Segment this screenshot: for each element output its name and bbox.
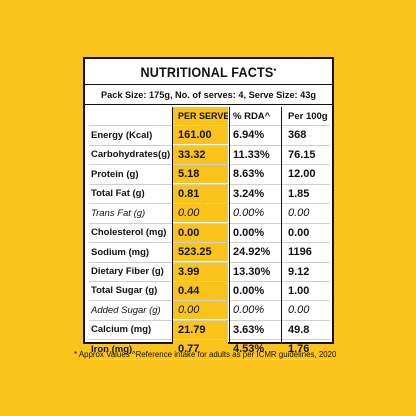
column-divider-3 (281, 107, 282, 342)
header-rda: % RDA^ (233, 110, 271, 122)
table-body: Energy (Kcal) 161.00 6.94% 368 Carbohydrates… (89, 126, 330, 360)
per-serve-value: 0.00 (173, 204, 228, 223)
rda-value: 11.33% (233, 148, 270, 161)
table-row: Calcium (mg) 21.79 3.63% 49.8 (89, 320, 330, 341)
table-row: Added Sugar (g) 0.00 0.00% 0.00 (89, 301, 330, 321)
per-100g-value: 1196 (288, 246, 312, 259)
per-serve-value: 3.99 (173, 262, 228, 281)
per-100g-value: 1.85 (288, 187, 310, 200)
per-serve-value: 0.81 (173, 184, 228, 203)
rda-value: 0.00% (233, 226, 265, 239)
rda-value: 8.63% (233, 168, 265, 181)
per-serve-value: 5.18 (173, 165, 228, 184)
header-per-serve: PER SERVE* (173, 107, 228, 125)
nutrient-label: Protein (g) (91, 168, 139, 180)
rda-value: 0.00% (233, 284, 265, 297)
nutrient-label: Calcium (mg) (91, 324, 152, 336)
rda-value: 6.94% (233, 129, 265, 142)
rda-value: 0.00% (233, 304, 265, 317)
pack-info-divider (85, 104, 332, 105)
column-divider-2 (229, 107, 230, 342)
table-row: Energy (Kcal) 161.00 6.94% 368 (89, 126, 330, 146)
per-100g-value: 49.8 (288, 323, 310, 336)
per-100g-value: 0.00 (288, 226, 310, 239)
per-serve-value: 523.25 (173, 243, 228, 262)
per-100g-value: 0.00 (288, 207, 310, 220)
per-serve-value: 0.77 (173, 340, 228, 359)
table-row: Dietary Fiber (g) 3.99 13.30% 9.12 (89, 262, 330, 282)
per-serve-value: 33.32 (173, 145, 228, 164)
rda-value: 3.24% (233, 187, 265, 200)
table-row: Protein (g) 5.18 8.63% 12.00 (89, 165, 330, 185)
per-100g-value: 368 (288, 129, 307, 142)
nutrient-label: Total Fat (g) (91, 188, 145, 200)
title-divider (85, 84, 332, 85)
nutrient-label: Cholesterol (mg) (91, 227, 167, 239)
nutrient-label: Dietary Fiber (g) (91, 266, 164, 277)
table-row: Iron (mg) 0.77 4.53% 1.76 (89, 340, 330, 360)
table-row: Total Fat (g) 0.81 3.24% 1.85 (89, 184, 330, 205)
column-divider-1 (172, 107, 173, 342)
rda-value: 24.92% (233, 246, 271, 259)
header-per-serve-text: PER SERVE (178, 111, 228, 121)
per-100g-value: 0.00 (288, 304, 310, 317)
nutrient-label: Trans Fat (g) (91, 207, 146, 219)
table-row: Total Sugar (g) 0.44 0.00% 1.00 (89, 281, 330, 302)
per-100g-value: 12.00 (288, 168, 316, 181)
panel-title-text: NUTRITIONAL FACTS (140, 63, 274, 80)
table-row: Trans Fat (g) 0.00 0.00% 0.00 (89, 204, 330, 224)
nutrient-label: Sodium (mg) (91, 246, 150, 258)
per-100g-value: 76.15 (288, 148, 316, 161)
nutrient-label: Total Sugar (g) (91, 285, 158, 297)
per-serve-value: 161.00 (173, 126, 228, 145)
nutrition-table: PER SERVE* % RDA^ Per 100g Energy (Kcal)… (89, 107, 330, 360)
header-per-100g: Per 100g (288, 110, 328, 122)
per-serve-value: 0.00 (173, 223, 228, 242)
per-serve-value: 0.44 (173, 281, 228, 300)
per-100g-value: 1.76 (288, 343, 310, 356)
rda-value: 0.00% (233, 207, 265, 220)
table-row: Carbohydrates(g) 33.32 11.33% 76.15 (89, 145, 330, 166)
nutrient-label: Carbohydrates(g) (91, 149, 171, 161)
footnote: * Approx Values ^Reference intake for ad… (74, 349, 337, 359)
rda-value: 3.63% (233, 323, 265, 336)
per-serve-value: 21.79 (173, 320, 228, 339)
per-100g-value: 9.12 (288, 265, 310, 278)
nutrient-label: Energy (Kcal) (91, 129, 153, 141)
table-row: Sodium (mg) 523.25 24.92% 1196 (89, 243, 330, 263)
per-100g-value: 1.00 (288, 284, 310, 297)
rda-value: 13.30% (233, 265, 271, 278)
table-row: Cholesterol (mg) 0.00 0.00% 0.00 (89, 223, 330, 244)
rda-value: 4.53% (233, 343, 265, 356)
nutrient-label: Iron (mg) (91, 343, 133, 355)
table-header-row: PER SERVE* % RDA^ Per 100g (89, 107, 330, 127)
panel-title: NUTRITIONAL FACTS * (140, 63, 277, 80)
nutrient-label: Added Sugar (g) (91, 304, 161, 316)
per-serve-value: 0.00 (173, 301, 228, 320)
nutrition-facts-panel: NUTRITIONAL FACTS * Pack Size: 175g, No. … (83, 57, 334, 360)
pack-info: Pack Size: 175g, No. of serves: 4, Serve… (101, 89, 316, 100)
header-label-cell (89, 107, 171, 125)
